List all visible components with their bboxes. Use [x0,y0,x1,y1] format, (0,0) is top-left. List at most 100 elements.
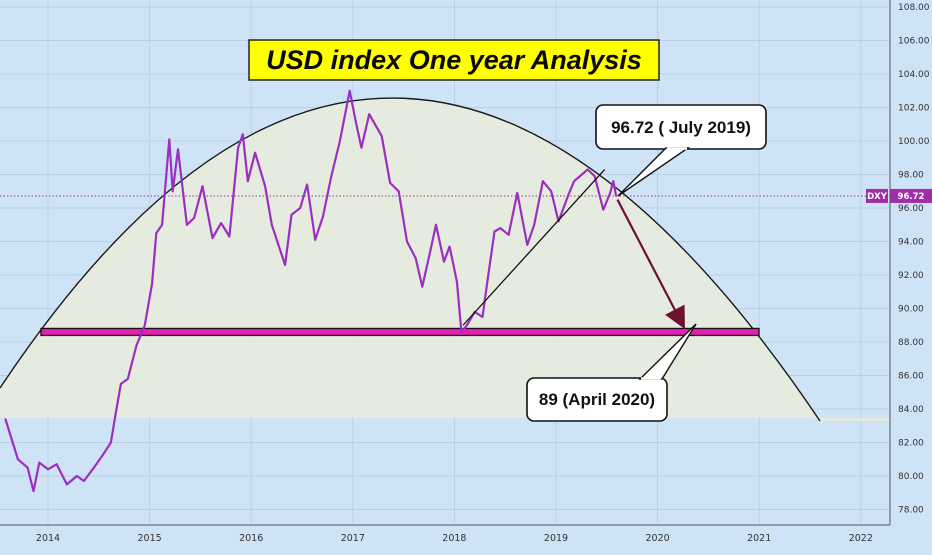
axis-layer: 108.00 106.00 104.00 102.00 100.00 98.00 96.00… [0,0,930,544]
price-point [151,282,154,285]
series-layer [4,89,618,493]
price-point [16,458,19,461]
price-point [397,190,400,193]
y-tick-label: 108.00 [898,3,930,13]
y-tick-label: 78.00 [898,506,924,516]
price-point [228,235,231,238]
x-tick-label: 2020 [646,533,670,544]
price-point [237,146,239,149]
price-point [220,222,222,224]
price-badge-value: 96.72 [898,192,925,202]
price-point [119,382,122,385]
y-tick-label: 96.00 [898,204,924,214]
price-point [143,324,146,327]
price-point [443,260,445,263]
price-point [612,180,615,183]
price-point [241,133,244,136]
price-point [516,192,519,194]
price-point [368,113,371,116]
price-point [161,223,164,226]
x-tick-label: 2017 [341,533,365,544]
price-point [193,217,196,219]
y-tick-label: 100.00 [898,137,930,147]
price-point [211,237,214,240]
price-point [168,138,171,141]
price-point [435,223,437,226]
price-point [82,480,85,482]
price-point [466,324,468,327]
price-point [406,240,408,243]
y-tick-label: 106.00 [898,37,930,47]
y-tick-label: 82.00 [898,439,924,449]
price-point [526,243,529,246]
trendline [462,169,606,326]
price-point [456,280,458,283]
price-point [448,245,451,248]
price-point [314,238,317,241]
price-point [114,413,117,415]
callout-july-2019: 96.72 ( July 2019) [595,104,767,197]
price-point [246,180,249,183]
y-tick-label: 90.00 [898,305,924,315]
price-point [550,190,553,193]
price-point [155,232,158,235]
x-tick-label: 2014 [36,533,60,544]
projection-arrow [616,199,685,330]
price-point [380,135,383,137]
price-point [171,190,174,193]
price-point [602,208,605,211]
price-point [270,223,273,226]
x-tick-label: 2022 [849,533,873,544]
price-point [593,175,596,178]
y-tick-label: 86.00 [898,372,924,382]
price-point [493,230,496,233]
price-point [76,475,78,477]
price-point [126,377,129,380]
price-point [460,331,463,333]
price-point [499,227,502,230]
price-point [264,185,267,188]
price-point [427,257,430,260]
price-point [481,315,484,318]
price-point [284,264,287,266]
price-point [38,461,41,464]
callout-april-2020: 89 (April 2020) [526,323,697,422]
price-point [507,233,510,236]
callout-april-2020-text: 89 (April 2020) [539,390,655,409]
price-point [66,483,68,486]
price-point [322,215,324,218]
price-point [360,146,363,149]
y-tick-label: 88.00 [898,338,924,348]
price-point [414,257,417,260]
price-point [541,180,544,183]
price-point [421,285,424,288]
chart-title-text: USD index One year Analysis [266,45,642,75]
x-tick-label: 2019 [544,533,568,544]
arc-outline [0,97,821,422]
price-point [486,277,489,280]
support-band [40,327,760,337]
price-point [533,223,536,226]
price-point [339,140,341,142]
price-point [254,151,256,154]
price-point [185,223,188,226]
price-point [32,490,35,492]
y-tick-label: 104.00 [898,70,930,80]
price-point [348,89,351,92]
price-point [177,148,179,151]
price-point [299,207,302,209]
price-point [101,455,104,457]
chart-title: USD index One year Analysis [248,39,660,81]
price-point [586,168,589,171]
price-point [109,441,112,444]
support-band-layer [40,327,760,337]
callout-july-2019-text: 96.72 ( July 2019) [611,118,751,137]
y-tick-label: 92.00 [898,271,924,281]
y-tick-label: 98.00 [898,171,924,181]
symbol-label: DXY [867,192,888,202]
annotation-layer: DXY 96.72 [0,169,932,330]
price-point [290,213,293,216]
price-point [55,463,58,466]
